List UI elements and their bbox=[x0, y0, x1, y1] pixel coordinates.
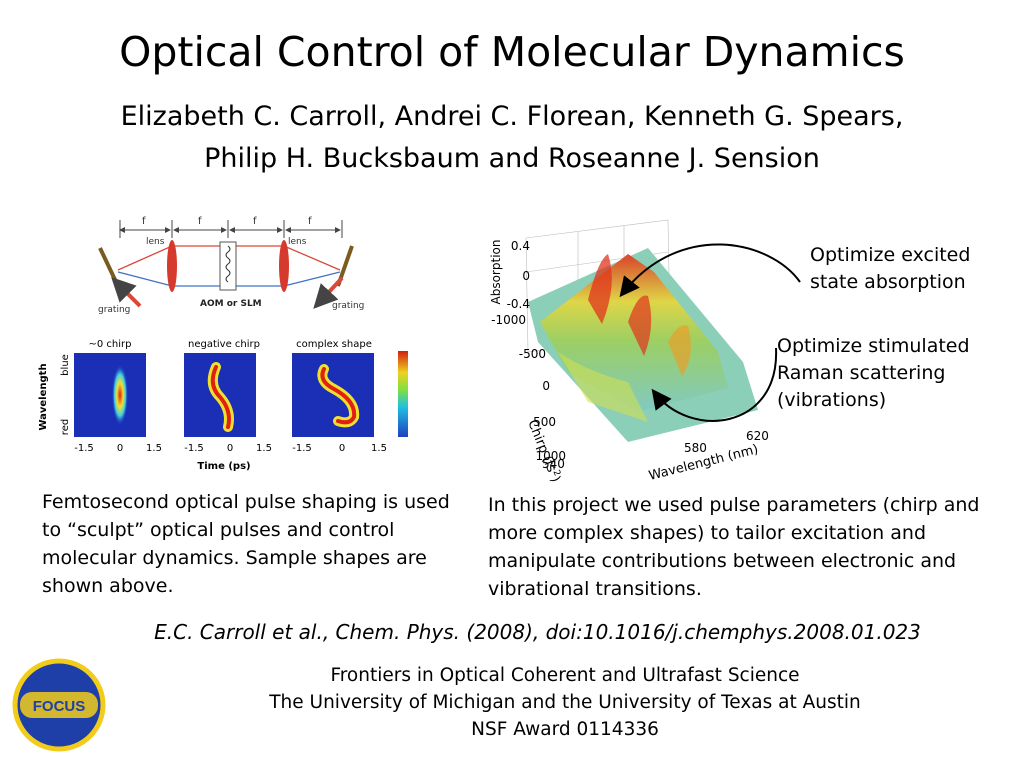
author-list: Elizabeth C. Carroll, Andrei C. Florean,… bbox=[0, 96, 1024, 180]
colorbar bbox=[398, 351, 408, 437]
annotation-raman: Optimize stimulated Raman scattering (vi… bbox=[777, 333, 970, 414]
x-tick: 1.5 bbox=[371, 443, 387, 454]
panel-title-complex-shape: complex shape bbox=[296, 339, 372, 350]
absorption-surface-plot: Absorption 0.4 0 -0.4 -1000 -500 0 500 1… bbox=[489, 219, 769, 484]
wavelength-tick: 620 bbox=[746, 429, 769, 443]
footer-line-3: NSF Award 0114336 bbox=[471, 719, 659, 740]
x-tick: 0 bbox=[339, 443, 345, 454]
footer-line-2: The University of Michigan and the Unive… bbox=[269, 692, 861, 713]
focal-label-2: f bbox=[198, 216, 202, 227]
authors-line-1: Elizabeth C. Carroll, Andrei C. Florean,… bbox=[120, 101, 904, 132]
left-grating-label: grating bbox=[98, 305, 130, 315]
raman-arrow bbox=[651, 347, 778, 422]
excited-state-arrow bbox=[619, 243, 801, 298]
annotation-line: Optimize stimulated bbox=[777, 335, 970, 357]
y-bottom-label: red bbox=[60, 419, 71, 435]
pulse-shaper-diagram: f f f f lens lens AOM or SLM grating gra… bbox=[98, 216, 364, 315]
panel-title-negative-chirp: negative chirp bbox=[188, 339, 260, 350]
right-caption: In this project we used pulse parameters… bbox=[488, 494, 980, 600]
annotation-line: state absorption bbox=[810, 271, 966, 293]
x-tick: 1.5 bbox=[146, 443, 162, 454]
annotation-excited-state: Optimize excited state absorption bbox=[810, 242, 970, 296]
output-beam-arrow bbox=[313, 276, 344, 309]
panel-title-zero-chirp: ~0 chirp bbox=[89, 339, 132, 350]
annotation-line: (vibrations) bbox=[777, 389, 887, 411]
left-lens bbox=[167, 240, 177, 292]
right-lens-label: lens bbox=[288, 237, 307, 247]
focus-logo: FOCUS bbox=[12, 658, 106, 752]
panel-negative-chirp bbox=[184, 353, 256, 437]
absorption-tick: -0.4 bbox=[507, 297, 530, 311]
pulse-shape-panels: ~0 chirp negative chirp complex shape Wa… bbox=[38, 339, 408, 472]
chirp-tick: 500 bbox=[533, 415, 556, 429]
y-top-label: blue bbox=[60, 354, 71, 376]
y-axis-label: Wavelength bbox=[38, 363, 49, 430]
absorption-axis-label: Absorption bbox=[489, 240, 503, 305]
right-grating-label: grating bbox=[332, 301, 364, 311]
x-tick: 1.5 bbox=[256, 443, 272, 454]
left-caption: Femtosecond optical pulse shaping is use… bbox=[42, 491, 450, 597]
modulator-box bbox=[219, 241, 237, 291]
absorption-tick: 0 bbox=[522, 269, 530, 283]
x-tick: 0 bbox=[117, 443, 123, 454]
chirp-tick: 0 bbox=[542, 379, 550, 393]
footer: Frontiers in Optical Coherent and Ultraf… bbox=[180, 662, 950, 743]
authors-line-2: Philip H. Bucksbaum and Roseanne J. Sens… bbox=[204, 143, 820, 174]
citation: E.C. Carroll et al., Chem. Phys. (2008),… bbox=[154, 620, 921, 644]
focal-label-3: f bbox=[253, 216, 257, 227]
annotation-line: Optimize excited bbox=[810, 244, 971, 266]
logo-text: FOCUS bbox=[33, 698, 86, 715]
panel-complex-shape bbox=[292, 353, 374, 437]
focal-label-4: f bbox=[308, 216, 312, 227]
chirp-tick: -1000 bbox=[491, 313, 526, 327]
chirp-tick: -500 bbox=[519, 347, 546, 361]
panel-zero-chirp bbox=[74, 353, 146, 437]
wavelength-tick: 580 bbox=[684, 441, 707, 455]
focal-length-arrows bbox=[119, 220, 343, 238]
footer-line-1: Frontiers in Optical Coherent and Ultraf… bbox=[330, 665, 800, 686]
input-beam-arrow bbox=[111, 277, 142, 308]
x-tick: 0 bbox=[227, 443, 233, 454]
annotation-line: Raman scattering bbox=[777, 362, 946, 384]
x-tick: -1.5 bbox=[184, 443, 204, 454]
wavelength-tick: 540 bbox=[542, 457, 565, 471]
focal-label-1: f bbox=[142, 216, 146, 227]
absorption-tick: 0.4 bbox=[511, 239, 530, 253]
slide-title: Optical Control of Molecular Dynamics bbox=[119, 28, 905, 76]
chirp-tick: 1000 bbox=[535, 449, 566, 463]
x-tick: -1.5 bbox=[292, 443, 312, 454]
x-tick: -1.5 bbox=[74, 443, 94, 454]
x-axis-label: Time (ps) bbox=[197, 461, 250, 472]
left-lens-label: lens bbox=[146, 237, 165, 247]
modulator-label: AOM or SLM bbox=[200, 299, 262, 309]
annotation-arrows bbox=[619, 243, 801, 422]
right-lens bbox=[279, 240, 289, 292]
